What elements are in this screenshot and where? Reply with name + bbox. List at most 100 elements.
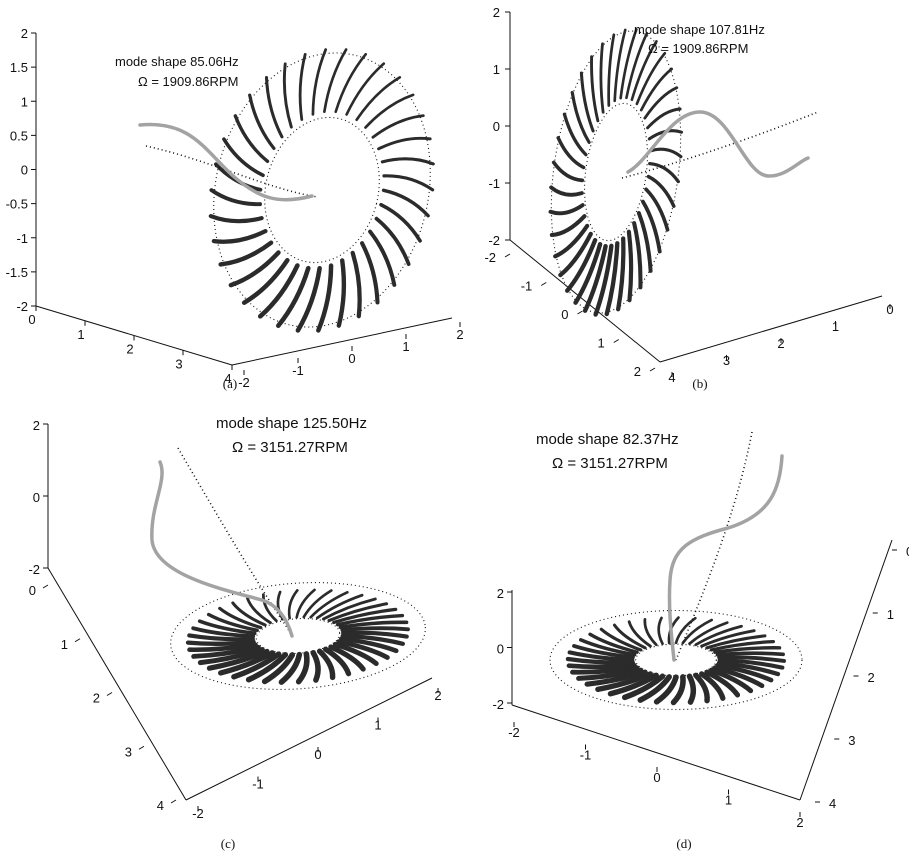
z-tick-label: 0 <box>21 163 28 178</box>
blade <box>316 263 334 333</box>
blade <box>636 211 653 273</box>
y-axis <box>511 704 801 801</box>
x-tick-label: 1 <box>887 607 894 622</box>
y-tick-label: 0 <box>348 351 355 366</box>
blade <box>211 228 268 244</box>
blade <box>287 589 299 620</box>
blade <box>717 657 785 670</box>
blade <box>245 651 289 683</box>
blade <box>708 667 754 694</box>
blade <box>185 639 256 646</box>
rotor-speed-label: Ω = 3151.27RPM <box>232 439 348 456</box>
blade <box>282 62 293 129</box>
blade <box>646 107 682 130</box>
y-tick-label: 1 <box>402 339 409 354</box>
blade <box>334 52 367 114</box>
blade <box>248 93 276 151</box>
blade <box>626 229 634 303</box>
blade <box>218 240 274 267</box>
blade <box>340 626 410 632</box>
x-tick-label: 1 <box>61 637 68 652</box>
blade <box>191 644 261 659</box>
blade <box>612 623 647 650</box>
blade <box>694 624 743 647</box>
blade <box>355 76 402 122</box>
y-tick-label: 0 <box>653 770 660 785</box>
x-axis <box>47 567 187 801</box>
rotor-speed-label: Ω = 1909.86RPM <box>138 74 238 89</box>
blade <box>565 237 598 293</box>
shaft-deflection <box>667 454 784 662</box>
blade <box>619 28 638 100</box>
blade <box>657 616 664 646</box>
hub-ring <box>264 116 380 264</box>
blade <box>377 136 432 151</box>
blade <box>380 157 435 166</box>
blade <box>693 672 710 704</box>
blade <box>562 112 588 157</box>
blade <box>632 221 643 290</box>
blade <box>648 161 680 184</box>
z-tick-label: 0.5 <box>10 128 28 143</box>
blade <box>231 651 282 680</box>
z-tick-label: 1 <box>21 94 28 109</box>
blade <box>548 203 585 216</box>
blade <box>222 137 265 178</box>
x-tick-label: 4 <box>668 370 675 385</box>
blade <box>295 651 310 685</box>
blade <box>646 174 676 208</box>
y-tick-mark <box>577 310 583 315</box>
y-tick-label: -1 <box>580 748 592 763</box>
blade <box>686 673 697 705</box>
x-tick-label: 1 <box>77 327 84 342</box>
blade <box>322 646 352 677</box>
shaft-deflection <box>626 110 810 178</box>
blade <box>593 243 614 317</box>
blade <box>231 601 267 627</box>
blade <box>257 263 300 319</box>
x-tick-label: 0 <box>906 544 909 559</box>
blade <box>246 596 272 625</box>
blade <box>187 642 258 653</box>
y-axis <box>185 677 433 801</box>
blade <box>206 612 259 633</box>
blade <box>704 669 741 698</box>
x-tick-label: 4 <box>157 798 164 813</box>
blade <box>576 667 644 681</box>
z-tick-label: -1 <box>488 176 500 191</box>
z-tick-label: -0.5 <box>6 197 28 212</box>
blade <box>607 33 616 107</box>
blade <box>328 644 366 672</box>
blade <box>381 188 430 218</box>
z-tick-label: 1.5 <box>10 60 28 75</box>
y-tick-label: -1 <box>521 279 533 294</box>
blade <box>309 590 349 619</box>
blade <box>341 630 409 639</box>
panel-b: 2 1 0 -1 -2 -2 -1 0 1 2 4 3 2 1 0 mode shape 107.81Hz Ω … <box>484 5 893 391</box>
y-tick-mark <box>613 339 620 343</box>
blade <box>218 606 263 630</box>
y-tick-label: 2 <box>434 688 441 703</box>
tip-ring <box>170 582 426 690</box>
blade <box>715 663 774 683</box>
blade <box>302 589 333 619</box>
blade <box>261 652 296 685</box>
x-tick-label: 4 <box>829 796 836 811</box>
blade <box>336 639 390 660</box>
blade <box>206 648 270 671</box>
blade <box>567 650 635 663</box>
y-tick-label: 0 <box>314 747 321 762</box>
blade <box>573 242 603 305</box>
blade <box>339 636 399 654</box>
blade <box>579 638 637 657</box>
x-tick-mark <box>74 638 81 643</box>
panel-d: 2 0 -2 -2 -1 0 1 2 0 1 2 3 4 mode shape 82.37Hz Ω = 31… <box>492 431 909 851</box>
blade <box>197 647 265 666</box>
z-tick-label: -2 <box>492 697 504 712</box>
blade <box>604 241 620 317</box>
blade <box>553 223 590 259</box>
blade <box>379 202 422 243</box>
z-tick-label: 0 <box>497 642 504 657</box>
x-axis <box>659 295 883 363</box>
rotor-speed-label: Ω = 1909.86RPM <box>648 41 748 56</box>
